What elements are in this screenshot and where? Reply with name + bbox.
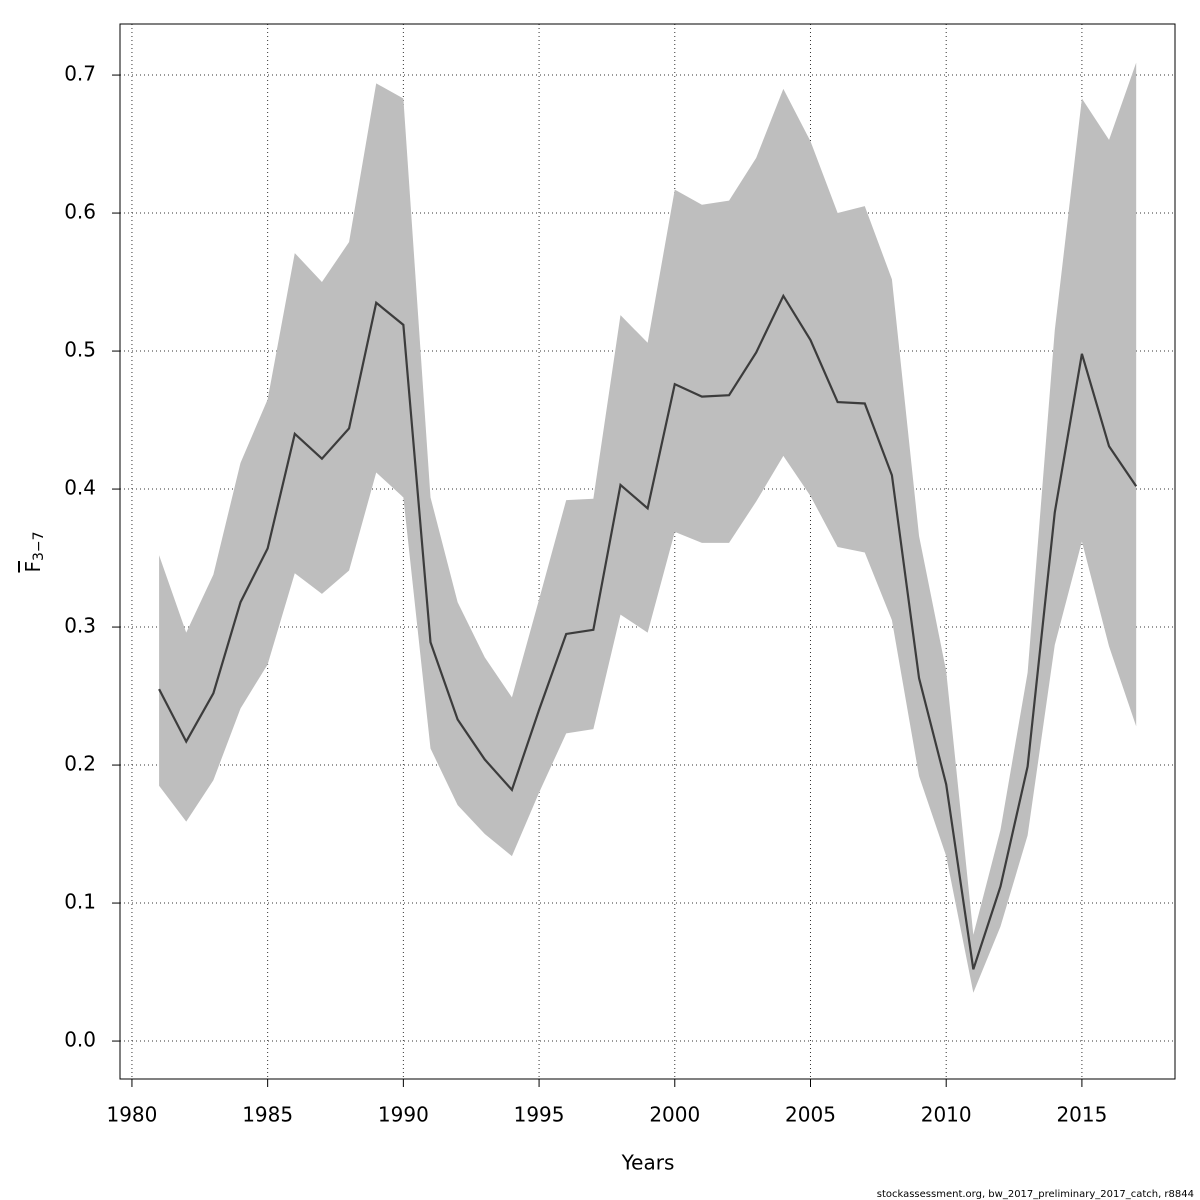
- footnote: stockassessment.org, bw_2017_preliminary…: [877, 1189, 1194, 1200]
- y-tick-label: 0.7: [64, 62, 96, 86]
- y-tick-label: 0.2: [64, 752, 96, 776]
- y-tick-label: 0.6: [64, 200, 96, 224]
- x-tick-label: 1995: [514, 1103, 565, 1127]
- y-tick-label: 0.0: [64, 1028, 96, 1052]
- y-tick-label: 0.3: [64, 614, 96, 638]
- y-label-main: F: [21, 561, 45, 573]
- confidence-band: [159, 62, 1137, 993]
- y-axis-label: F3−7: [21, 531, 48, 572]
- x-tick-label: 2005: [785, 1103, 836, 1127]
- y-tick-label: 0.1: [64, 890, 96, 914]
- x-tick-label: 2015: [1056, 1103, 1107, 1127]
- x-tick-label: 1985: [242, 1103, 293, 1127]
- y-tick-label: 0.4: [64, 476, 96, 500]
- x-tick-label: 1980: [106, 1103, 157, 1127]
- x-axis-label: Years: [621, 1151, 675, 1175]
- x-tick-label: 2010: [921, 1103, 972, 1127]
- y-tick-label: 0.5: [64, 338, 96, 362]
- line: [158, 293, 1138, 970]
- x-tick-label: 1990: [378, 1103, 429, 1127]
- plot-frame: [119, 23, 1176, 1080]
- y-axis-label-group: F3−7: [21, 531, 48, 572]
- y-label-sub: 3−7: [31, 531, 47, 561]
- x-tick-label: 2000: [649, 1103, 700, 1127]
